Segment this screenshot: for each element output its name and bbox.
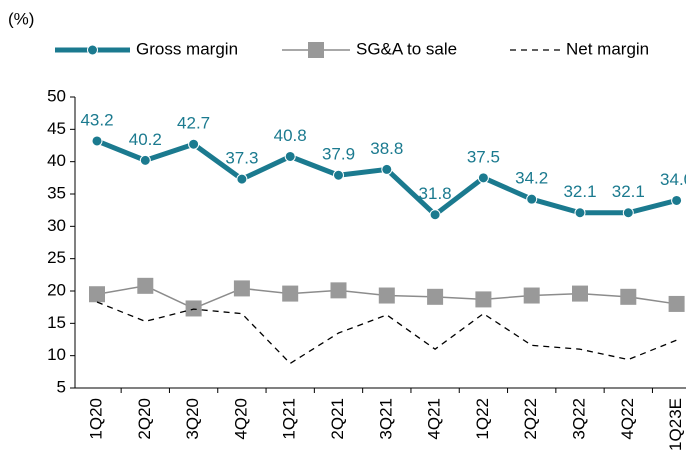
data-label: 40.2 <box>129 130 162 149</box>
point <box>574 207 586 219</box>
point <box>330 282 347 299</box>
x-tick-label: 1Q23E <box>666 398 685 451</box>
data-label: 32.1 <box>612 182 645 201</box>
data-label: 31.8 <box>419 184 452 203</box>
point <box>668 295 685 312</box>
data-label: 43.2 <box>80 110 113 129</box>
x-tick-label: 2Q21 <box>328 398 347 440</box>
y-tick-label: 35 <box>47 183 66 202</box>
point <box>188 138 200 150</box>
point <box>333 169 344 181</box>
y-tick-label: 30 <box>47 216 66 235</box>
y-tick-label: 5 <box>57 377 66 396</box>
y-tick-label: 25 <box>47 248 66 267</box>
point <box>429 209 441 221</box>
point <box>620 288 637 305</box>
x-tick-label: 3Q21 <box>376 398 395 440</box>
x-tick-label: 3Q20 <box>183 398 202 440</box>
point <box>475 291 492 308</box>
data-label: 32.1 <box>563 182 596 201</box>
point <box>89 286 105 303</box>
point <box>91 135 103 147</box>
point <box>671 194 683 206</box>
data-label: 42.7 <box>177 114 210 133</box>
point <box>87 44 98 56</box>
point <box>622 207 634 219</box>
data-label: 34.2 <box>515 169 548 188</box>
point <box>233 280 250 297</box>
point <box>282 285 299 302</box>
y-tick-label: 50 <box>47 86 66 105</box>
x-tick-label: 2Q22 <box>521 398 540 440</box>
y-tick-label: 15 <box>47 313 66 332</box>
point <box>572 285 588 302</box>
data-label: 37.9 <box>322 145 355 164</box>
point <box>308 42 324 58</box>
point <box>427 288 444 305</box>
y-tick-label: 10 <box>47 345 66 364</box>
legend-label: Net margin <box>566 39 649 58</box>
x-tick-label: 1Q20 <box>86 398 105 440</box>
data-label: 40.8 <box>274 126 307 145</box>
y-tick-label: 45 <box>47 119 66 138</box>
y-tick-label: 20 <box>47 280 66 299</box>
point <box>523 287 540 304</box>
point <box>526 193 538 205</box>
x-tick-label: 4Q20 <box>231 398 250 440</box>
x-tick-label: 3Q22 <box>569 398 588 440</box>
data-label: 37.3 <box>225 149 258 168</box>
x-tick-label: 1Q22 <box>473 398 492 440</box>
point <box>378 287 395 304</box>
series-line <box>96 301 677 365</box>
x-tick-label: 4Q21 <box>425 398 444 440</box>
x-tick-label: 1Q21 <box>280 398 299 440</box>
x-tick-label: 2Q20 <box>135 398 154 440</box>
data-label: 37.5 <box>467 147 500 166</box>
y-tick-label: 40 <box>47 151 66 170</box>
x-tick-label: 4Q22 <box>618 398 637 440</box>
point <box>137 277 154 294</box>
point <box>477 172 489 184</box>
point <box>236 173 248 185</box>
legend-label: Gross margin <box>136 39 238 58</box>
data-label: 34.0 <box>660 170 686 189</box>
y-axis-label: (%) <box>8 9 34 28</box>
point <box>139 154 151 166</box>
legend-label: SG&A to sale <box>356 39 457 58</box>
point <box>381 163 393 175</box>
data-label: 38.8 <box>370 139 403 158</box>
point <box>284 150 296 162</box>
